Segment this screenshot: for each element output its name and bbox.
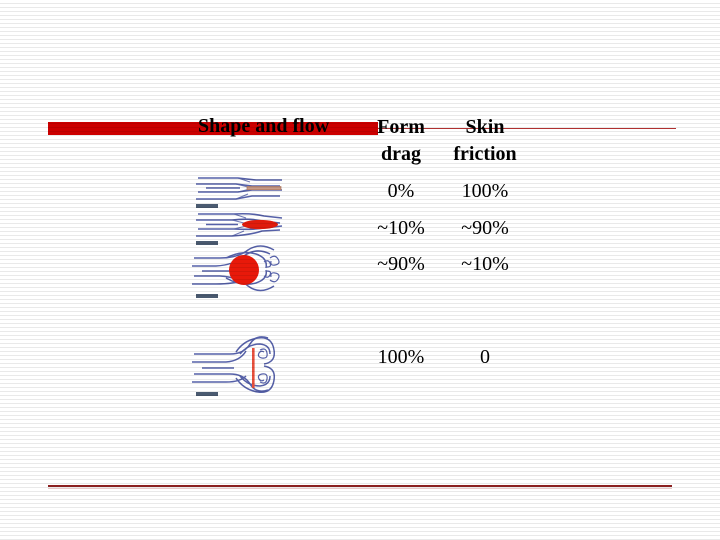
cell-form-drag-row2: ~10% [377,217,425,239]
cell-form-drag-row4: 100% [377,346,425,368]
figure-circular-cylinder [190,244,290,308]
cell-form-drag-row1: 0% [387,180,415,202]
footer-rule [48,485,672,487]
column-header-form-drag-line2: drag [381,143,421,165]
cell-form-drag-row3: ~90% [377,253,425,275]
figure-streamlined-airfoil [194,205,286,249]
column-header-skin-friction-line2: friction [453,143,517,165]
column-header-skin-friction-line1: Skin [465,116,505,138]
cell-skin-friction-row3: ~10% [461,253,509,275]
figure-flat-plate-parallel [194,168,286,210]
cell-skin-friction-row1: 100% [461,180,509,202]
column-header-form-drag-line1: Form [377,116,425,138]
figure-flat-plate-perpendicular [190,334,290,406]
header-accent-bar [48,122,378,135]
cell-skin-friction-row4: 0 [480,346,490,368]
cell-skin-friction-row2: ~90% [461,217,509,239]
page-title: Shape and flow [198,115,330,137]
footer-rule-shadow [48,488,672,489]
